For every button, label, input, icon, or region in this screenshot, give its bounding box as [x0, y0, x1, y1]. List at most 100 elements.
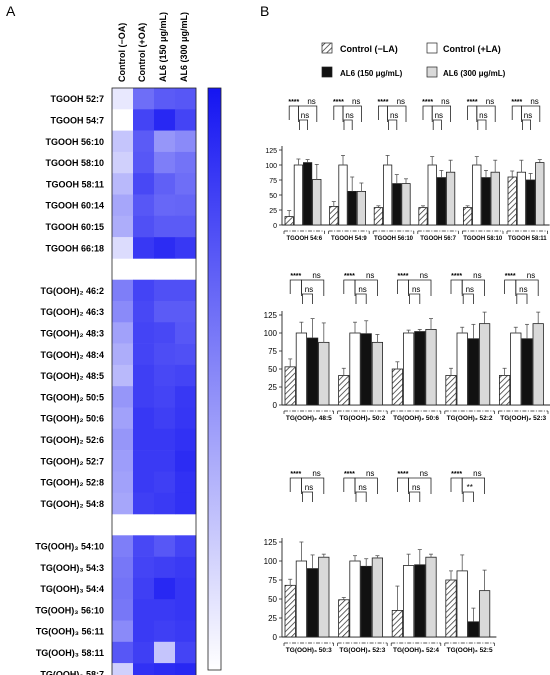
- heatmap-cell: [175, 620, 197, 643]
- sig-label: ns: [412, 483, 420, 492]
- heatmap-cell: [154, 237, 176, 259]
- heatmap-row-label: TG(OOH)₃ 56:10: [35, 605, 104, 615]
- sig-label: ns: [345, 111, 353, 120]
- sig-label: **: [467, 483, 473, 492]
- sig-bracket: [522, 119, 531, 130]
- sig-label: ns: [358, 285, 366, 294]
- sig-label: ****: [344, 273, 355, 280]
- x-category-label: TG(OOH)₂ 52:2: [447, 415, 493, 422]
- sig-bracket: [298, 105, 318, 122]
- heatmap-row-label: TG(OOH)₃ 58:11: [36, 648, 104, 658]
- sig-label: ****: [422, 99, 433, 106]
- bar: [467, 338, 480, 406]
- sig-label: ns: [390, 111, 398, 120]
- heatmap-row-label: TG(OOH)₃ 58:7: [40, 669, 104, 675]
- heatmap-cell: [154, 364, 176, 387]
- bar: [498, 375, 511, 406]
- x-category-label: TGOOH 58:11: [508, 236, 547, 242]
- heatmap-cell: [175, 663, 197, 675]
- heatmap-cell: [112, 301, 134, 323]
- heatmap-row-label: TG(OOH)₃ 54:3: [40, 563, 104, 573]
- bar: [360, 565, 372, 638]
- heatmap-cell: [154, 109, 176, 131]
- bar: [371, 341, 384, 406]
- bar: [425, 556, 437, 638]
- sig-label: ns: [527, 271, 535, 280]
- sig-bracket: [422, 105, 433, 120]
- heatmap-cell: [175, 88, 197, 110]
- y-tick-label: 75: [269, 178, 277, 185]
- heatmap-cell: [112, 407, 134, 430]
- heatmap-row-label: TG(OOH)₂ 54:8: [40, 499, 104, 509]
- heatmap-row-label: TG(OOH)₃ 56:11: [36, 627, 104, 637]
- y-tick-label: 50: [268, 365, 277, 374]
- sig-label: ****: [451, 471, 462, 478]
- heatmap-cell: [175, 301, 197, 323]
- heatmap-cell: [175, 215, 197, 238]
- heatmap-cell: [175, 364, 197, 387]
- heatmap-cell: [154, 428, 176, 451]
- sig-label: ns: [519, 285, 527, 294]
- y-tick-label: 75: [268, 347, 277, 356]
- legend-swatch-gray: [426, 66, 438, 78]
- sig-bracket: [378, 105, 388, 120]
- bar: [312, 178, 322, 226]
- sig-label: ns: [441, 97, 449, 106]
- heatmap-row-label: TG(OOH)₂ 50:5: [40, 392, 104, 402]
- heatmap-cell: [133, 109, 155, 131]
- heatmap-cell: [112, 577, 134, 600]
- legend-label: AL6 (300 μg/mL): [443, 69, 506, 78]
- heatmap-cell: [175, 556, 197, 579]
- y-tick-label: 125: [264, 311, 278, 320]
- sig-label: ns: [435, 111, 443, 120]
- bar: [467, 621, 480, 638]
- heatmap-row-label: TGOOH 66:18: [45, 243, 104, 253]
- bar: [507, 176, 517, 226]
- heatmap-cell: [154, 279, 176, 302]
- bar: [445, 579, 457, 638]
- heatmap-cell: [175, 279, 197, 302]
- heatmap-cell: [175, 599, 197, 621]
- sig-bracket: [516, 293, 528, 304]
- x-category-label: TGOOH 56:7: [420, 236, 456, 242]
- bar: [392, 183, 402, 226]
- bar: [478, 323, 491, 406]
- heatmap-cell: [112, 194, 134, 217]
- heatmap-cell: [112, 620, 134, 643]
- bar: [462, 207, 473, 226]
- heatmap-cell: [175, 386, 197, 408]
- heatmap-cell: [112, 279, 134, 302]
- sig-bracket: [397, 279, 409, 294]
- heatmap-cell: [154, 535, 176, 557]
- sig-bracket: [450, 477, 463, 492]
- bar: [401, 183, 411, 226]
- heatmap-row-label: TG(OOH)₃ 54:10: [35, 541, 104, 551]
- sig-bracket: [301, 279, 325, 296]
- heatmap-row-label: TG(OOH)₂ 50:6: [40, 414, 104, 424]
- bar: [373, 207, 384, 226]
- bar: [391, 610, 404, 638]
- sig-bracket: [355, 491, 367, 502]
- sig-label: ****: [290, 273, 301, 280]
- sig-label: ns: [358, 483, 366, 492]
- sig-bracket: [461, 477, 485, 494]
- heatmap-cell: [112, 641, 134, 664]
- bar: [329, 205, 339, 226]
- bar: [402, 565, 415, 638]
- heatmap-cell: [133, 301, 155, 323]
- sig-label: ****: [398, 471, 409, 478]
- sig-label: ****: [290, 471, 301, 478]
- sig-bracket: [450, 279, 463, 294]
- x-category-label: TG(OOH)₃ 52:5: [447, 647, 493, 654]
- sig-bracket: [299, 119, 308, 130]
- bar: [418, 207, 428, 226]
- legend-swatch-white: [426, 42, 438, 54]
- sig-bracket: [431, 105, 451, 122]
- heatmap-row-label: TG(OOH)₂ 48:5: [40, 371, 104, 381]
- bar: [338, 375, 350, 406]
- sig-label: ns: [352, 97, 360, 106]
- heatmap-row-label: TGOOH 58:11: [46, 179, 104, 189]
- heatmap-cell: [175, 407, 197, 430]
- sig-label: ns: [397, 97, 405, 106]
- bar: [318, 341, 330, 406]
